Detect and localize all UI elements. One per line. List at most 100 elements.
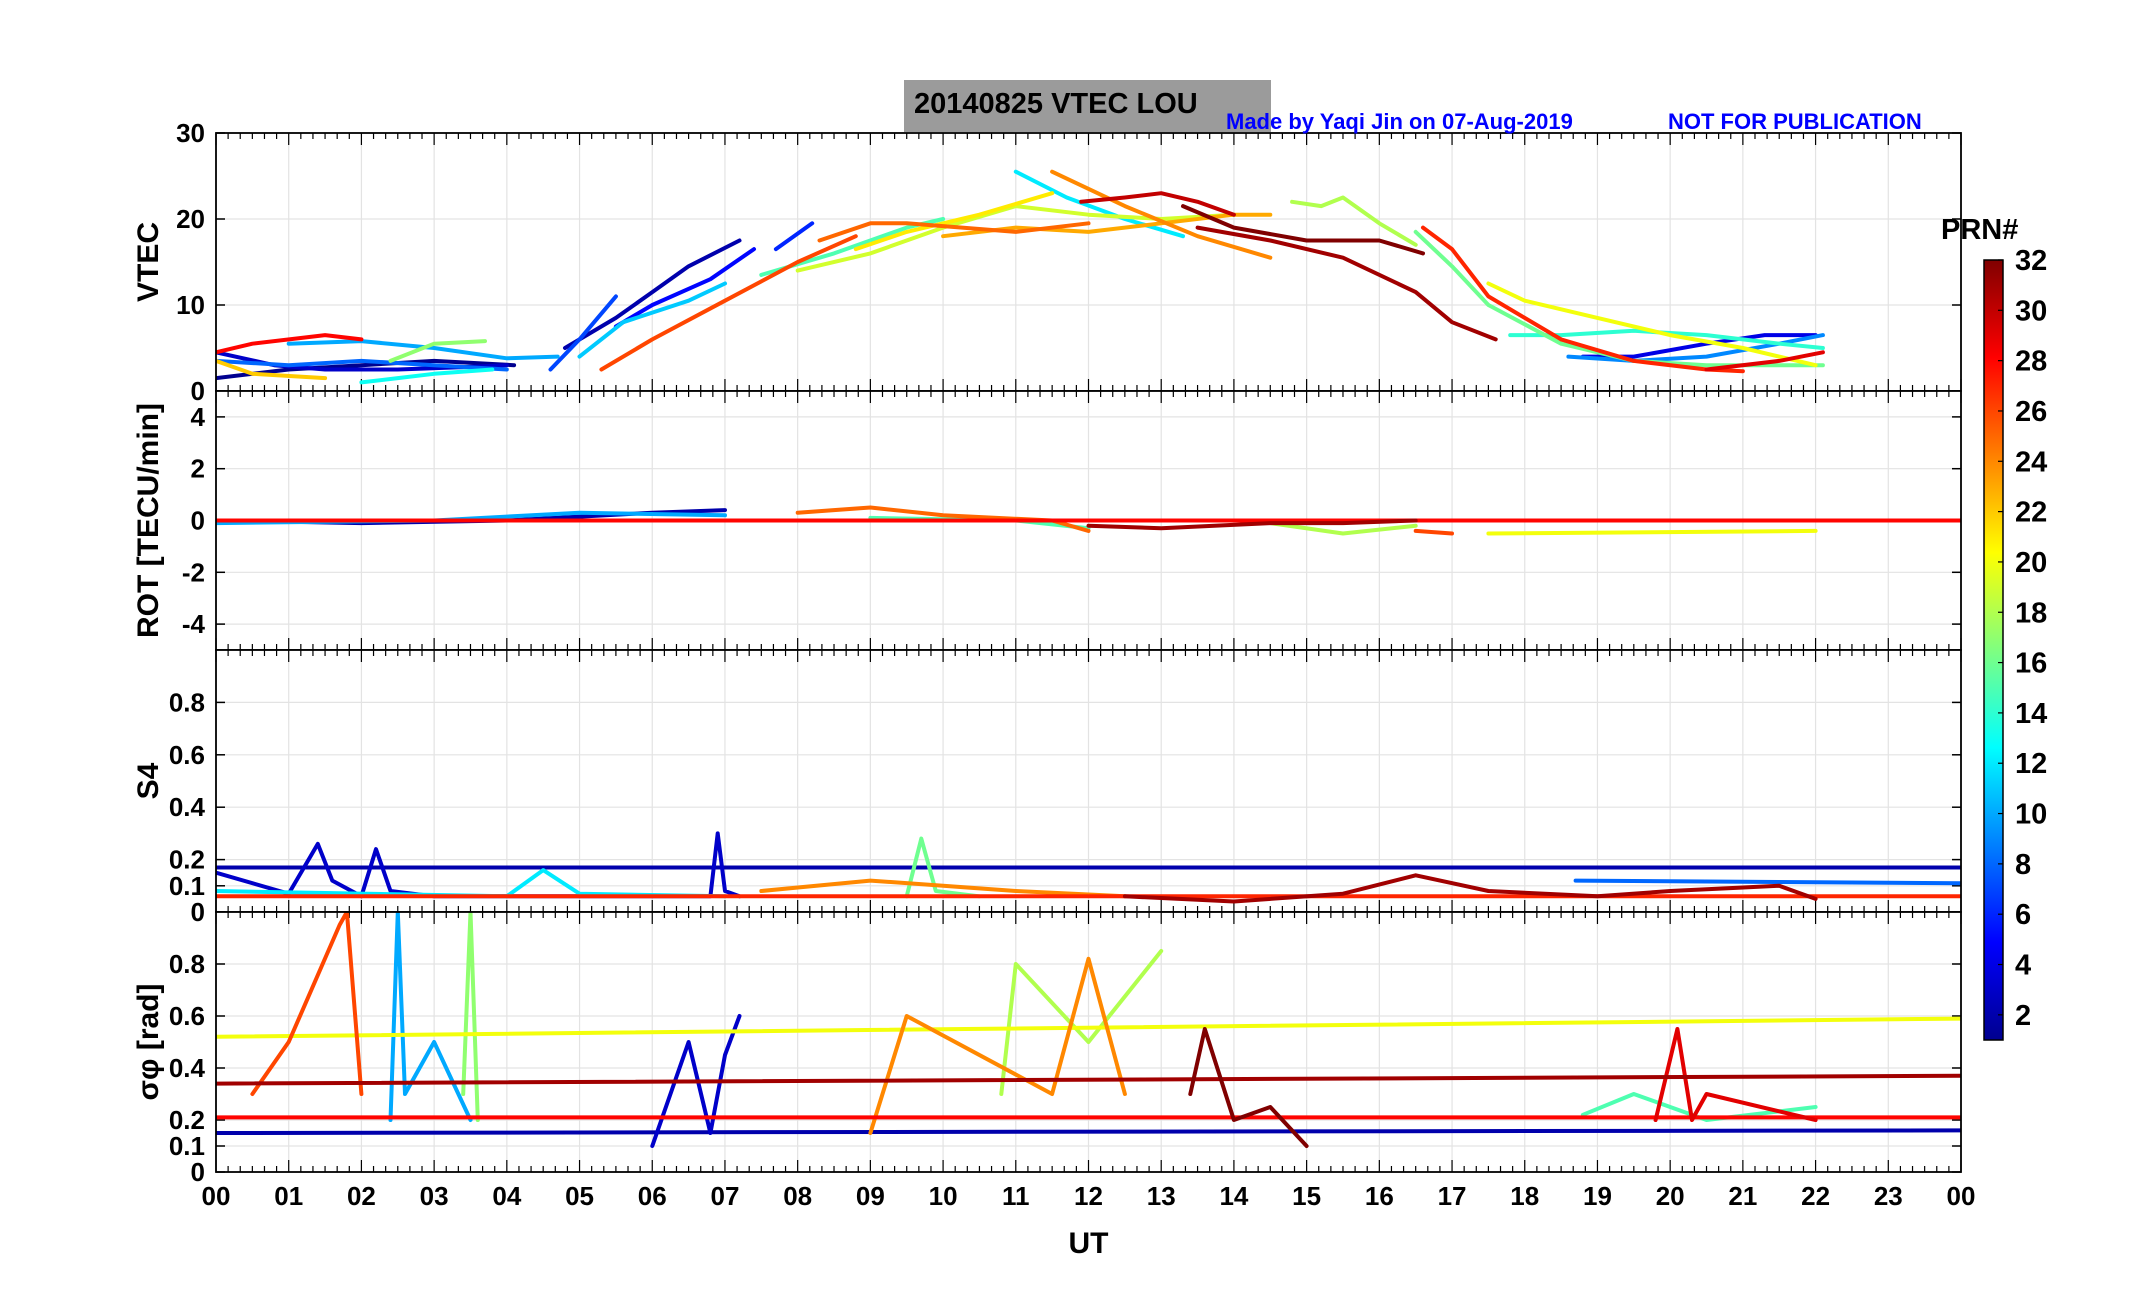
s4-series-prn-24 [759, 878, 1127, 899]
panel-rot: -4 -2 0 2 4 ROT [TECU/min] [132, 390, 1962, 651]
xtick-label: 16 [1365, 1181, 1394, 1211]
s4-ytick-label: 0 [191, 897, 205, 927]
vtec-series-prn-5 [613, 247, 756, 329]
colorbar-tick-label: 8 [2015, 849, 2031, 881]
vtec-series-prn-16 [1413, 229, 1825, 368]
vtec-series-prn-20 [1486, 281, 1818, 368]
s4-ytick-label: 0.8 [169, 687, 205, 717]
colorbar-tick-label: 18 [2015, 597, 2047, 629]
rot-series-prn-31 [1086, 518, 1418, 531]
sigma_phi-ytick-label: 0.8 [169, 949, 205, 979]
vtec-series-prn-7 [548, 294, 618, 372]
s4-series-prn-8 [1573, 878, 1961, 886]
figure-title: 20140825 VTEC LOU [914, 88, 1198, 120]
xtick-label: 00 [1947, 1181, 1976, 1211]
vtec-series-prn-11 [577, 281, 727, 359]
sigma_phi-ytick-label: 0.4 [169, 1053, 206, 1083]
colorbar-tick-label: 26 [2015, 396, 2047, 428]
colorbar-tick-label: 2 [2015, 1000, 2031, 1032]
colorbar-tick-label: 4 [2015, 950, 2031, 982]
vtec-series-prn-12 [1013, 169, 1185, 239]
s4-ytick-label: 0.1 [169, 871, 205, 901]
s4-ytick-label: 0.2 [169, 845, 205, 875]
sigma_phi-ytick-label: 0.2 [169, 1105, 205, 1135]
xtick-label: 10 [929, 1181, 958, 1211]
panel-s4: 00.10.2 0.4 0.6 0.8 S4 [132, 649, 1962, 927]
panel-sigma_phi: 00.10.2 0.4 0.6 0.8σφ [rad] [132, 911, 1962, 1187]
colorbar-tick-label: 6 [2015, 899, 2031, 931]
vtec-ytick-label: 20 [176, 204, 205, 234]
xtick-label: 04 [492, 1181, 521, 1211]
vtec-series-prn-26 [599, 234, 858, 372]
sigma_phi-ylabel: σφ [rad] [132, 984, 165, 1101]
vtec-series-prn-2 [563, 238, 742, 350]
xtick-label: 20 [1656, 1181, 1685, 1211]
rot-ytick-label: 4 [191, 402, 206, 432]
colorbar-gradient [1983, 259, 2004, 1041]
colorbar-tick-label: 30 [2015, 295, 2047, 327]
xaxis-label: UT [1069, 1227, 1109, 1260]
s4-series-prn-16 [904, 836, 982, 899]
xtick-label: 05 [565, 1181, 594, 1211]
vtec-series-prn-28 [216, 333, 364, 355]
vtec-series-prn-31 [1195, 225, 1498, 342]
sigma_phi-series-prn-32 [1188, 1027, 1309, 1148]
rot-ytick-label: 0 [191, 506, 205, 536]
colorbar-tick-label: 16 [2015, 648, 2047, 680]
vtec-series-prn-30 [1079, 191, 1236, 217]
xtick-label: 02 [347, 1181, 376, 1211]
vtec-ylabel: VTEC [132, 222, 165, 302]
rot-ytick-label: -4 [182, 609, 206, 639]
vtec-series-prn-13 [359, 367, 495, 385]
s4-ytick-label: 0.4 [169, 792, 206, 822]
vtec-series-prn-24 [1050, 169, 1273, 260]
xtick-label: 22 [1801, 1181, 1830, 1211]
rot-ylabel: ROT [TECU/min] [132, 403, 165, 638]
sigma_phi-series-group [216, 912, 1961, 1148]
sigma_phi-series-prn-31 [216, 1073, 1961, 1086]
xtick-label: 18 [1510, 1181, 1539, 1211]
credit-text: Made by Yaqi Jin on 07-Aug-2019 [1226, 109, 1573, 134]
colorbar-tick-label: 14 [2015, 698, 2047, 730]
xtick-label: 14 [1219, 1181, 1248, 1211]
vtec-series-group [216, 169, 1825, 385]
xtick-label: 08 [783, 1181, 812, 1211]
xtick-label: 11 [1002, 1181, 1030, 1211]
sigma_phi-series-prn-10 [388, 912, 473, 1122]
rot-series-prn-18 [1268, 521, 1418, 536]
vtec-series-prn-32 [1181, 204, 1425, 256]
vtec-series-prn-10 [286, 339, 560, 361]
colorbar-tick-label: 10 [2015, 799, 2047, 831]
colorbar-tick-label: 24 [2015, 446, 2047, 478]
sigma_phi-series-prn-24 [868, 956, 1127, 1135]
xtick-label: 13 [1147, 1181, 1176, 1211]
vtec-ytick-label: 10 [176, 290, 205, 320]
xtick-label: 06 [638, 1181, 667, 1211]
sigma_phi-ytick-label: 0.6 [169, 1001, 205, 1031]
sigma_phi-series-prn-20 [216, 1016, 1961, 1039]
s4-series-prn-31 [1122, 873, 1818, 904]
sigma_phi-series-prn-15 [1580, 1092, 1818, 1122]
colorbar-tick-label: 12 [2015, 748, 2047, 780]
s4-series-prn-3 [216, 831, 742, 899]
xtick-label: 03 [420, 1181, 449, 1211]
vtec-series-prn-21 [853, 191, 1055, 252]
xtick-label: 23 [1874, 1181, 1903, 1211]
sigma_phi-series-prn-29 [1653, 1027, 1818, 1122]
sigma_phi-series-prn-26 [250, 912, 364, 1096]
colorbar-tick-label: 22 [2015, 497, 2047, 529]
xtick-label: 00 [202, 1181, 231, 1211]
rot-series-prn-26 [1413, 528, 1454, 536]
panel-vtec: 0 10 20 30 VTEC [132, 118, 1962, 406]
vtec-series-prn-9 [1566, 333, 1825, 363]
publication-notice: NOT FOR PUBLICATION [1668, 109, 1922, 134]
vtec-series-prn-8 [216, 358, 509, 372]
xtick-label: 19 [1583, 1181, 1612, 1211]
vtec-series-prn-1 [216, 358, 517, 381]
rot-series-prn-25 [795, 505, 1091, 533]
vtec-series-prn-18 [1290, 195, 1418, 247]
colorbar-tick-label: 20 [2015, 547, 2047, 579]
